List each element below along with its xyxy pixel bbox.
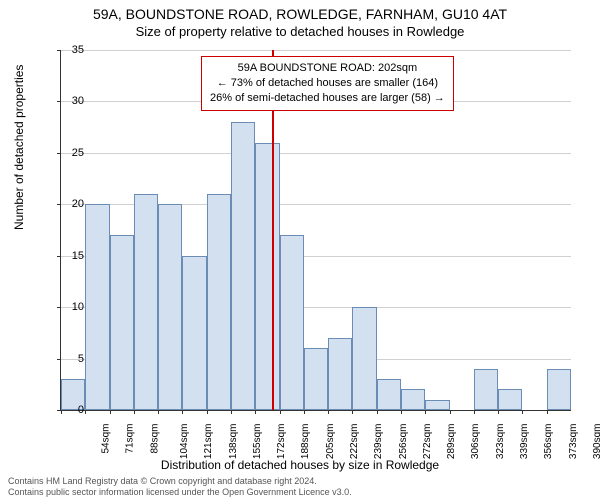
footer-line1: Contains HM Land Registry data © Crown c…	[8, 476, 352, 487]
histogram-bar	[134, 194, 158, 410]
histogram-bar	[498, 389, 522, 410]
ytick-label: 0	[54, 404, 84, 416]
xtick-mark	[110, 410, 111, 414]
ytick-label: 5	[54, 353, 84, 365]
xtick-label: 373sqm	[568, 424, 579, 460]
plot-area: 59A BOUNDSTONE ROAD: 202sqm← 73% of deta…	[60, 50, 571, 411]
xtick-label: 306sqm	[471, 424, 482, 460]
xtick-label: 54sqm	[101, 424, 112, 454]
histogram-bar	[207, 194, 231, 410]
xtick-mark	[255, 410, 256, 414]
xtick-label: 121sqm	[203, 424, 214, 460]
histogram-bar	[280, 235, 304, 410]
xtick-label: 188sqm	[301, 424, 312, 460]
x-axis-label: Distribution of detached houses by size …	[0, 458, 600, 472]
histogram-bar	[85, 204, 109, 410]
histogram-bar	[304, 348, 328, 410]
xtick-label: 272sqm	[422, 424, 433, 460]
histogram-bar	[182, 256, 206, 410]
xtick-label: 172sqm	[276, 424, 287, 460]
histogram-bar	[377, 379, 401, 410]
xtick-label: 71sqm	[125, 424, 136, 454]
ytick-label: 10	[54, 301, 84, 313]
xtick-mark	[474, 410, 475, 414]
footer-note: Contains HM Land Registry data © Crown c…	[8, 476, 352, 498]
histogram-bar	[110, 235, 134, 410]
annotation-line: ← 73% of detached houses are smaller (16…	[210, 76, 445, 91]
histogram-bar	[352, 307, 376, 410]
xtick-label: 104sqm	[179, 424, 190, 460]
xtick-label: 88sqm	[149, 424, 160, 454]
ytick-label: 30	[54, 95, 84, 107]
y-axis-label: Number of detached properties	[12, 65, 26, 230]
histogram-bar	[425, 400, 449, 410]
histogram-bar	[401, 389, 425, 410]
histogram-bar	[255, 143, 279, 410]
xtick-mark	[522, 410, 523, 414]
xtick-label: 239sqm	[373, 424, 384, 460]
chart-title: 59A, BOUNDSTONE ROAD, ROWLEDGE, FARNHAM,…	[0, 0, 600, 22]
histogram-bar	[328, 338, 352, 410]
xtick-label: 138sqm	[228, 424, 239, 460]
xtick-mark	[85, 410, 86, 414]
histogram-bar	[547, 369, 571, 410]
xtick-mark	[401, 410, 402, 414]
xtick-label: 339sqm	[519, 424, 530, 460]
xtick-mark	[134, 410, 135, 414]
xtick-label: 205sqm	[325, 424, 336, 460]
xtick-mark	[328, 410, 329, 414]
xtick-label: 390sqm	[592, 424, 600, 460]
ytick-label: 15	[54, 250, 84, 262]
xtick-label: 356sqm	[543, 424, 554, 460]
xtick-mark	[231, 410, 232, 414]
xtick-mark	[377, 410, 378, 414]
xtick-mark	[207, 410, 208, 414]
xtick-mark	[498, 410, 499, 414]
xtick-label: 155sqm	[252, 424, 263, 460]
annotation-line: 26% of semi-detached houses are larger (…	[210, 91, 445, 106]
annotation-box: 59A BOUNDSTONE ROAD: 202sqm← 73% of deta…	[201, 56, 454, 111]
histogram-bar	[231, 122, 255, 410]
ytick-label: 25	[54, 147, 84, 159]
xtick-mark	[280, 410, 281, 414]
xtick-mark	[450, 410, 451, 414]
xtick-mark	[182, 410, 183, 414]
gridline	[61, 50, 571, 51]
xtick-mark	[547, 410, 548, 414]
footer-line2: Contains public sector information licen…	[8, 487, 352, 498]
xtick-label: 222sqm	[349, 424, 360, 460]
histogram-bar	[158, 204, 182, 410]
gridline	[61, 153, 571, 154]
xtick-label: 256sqm	[398, 424, 409, 460]
ytick-label: 20	[54, 198, 84, 210]
chart-container: 59A, BOUNDSTONE ROAD, ROWLEDGE, FARNHAM,…	[0, 0, 600, 500]
xtick-mark	[158, 410, 159, 414]
xtick-label: 289sqm	[446, 424, 457, 460]
histogram-bar	[474, 369, 498, 410]
annotation-line: 59A BOUNDSTONE ROAD: 202sqm	[210, 61, 445, 76]
xtick-mark	[425, 410, 426, 414]
chart-subtitle: Size of property relative to detached ho…	[0, 22, 600, 39]
xtick-label: 323sqm	[495, 424, 506, 460]
xtick-mark	[352, 410, 353, 414]
xtick-mark	[304, 410, 305, 414]
ytick-label: 35	[54, 44, 84, 56]
